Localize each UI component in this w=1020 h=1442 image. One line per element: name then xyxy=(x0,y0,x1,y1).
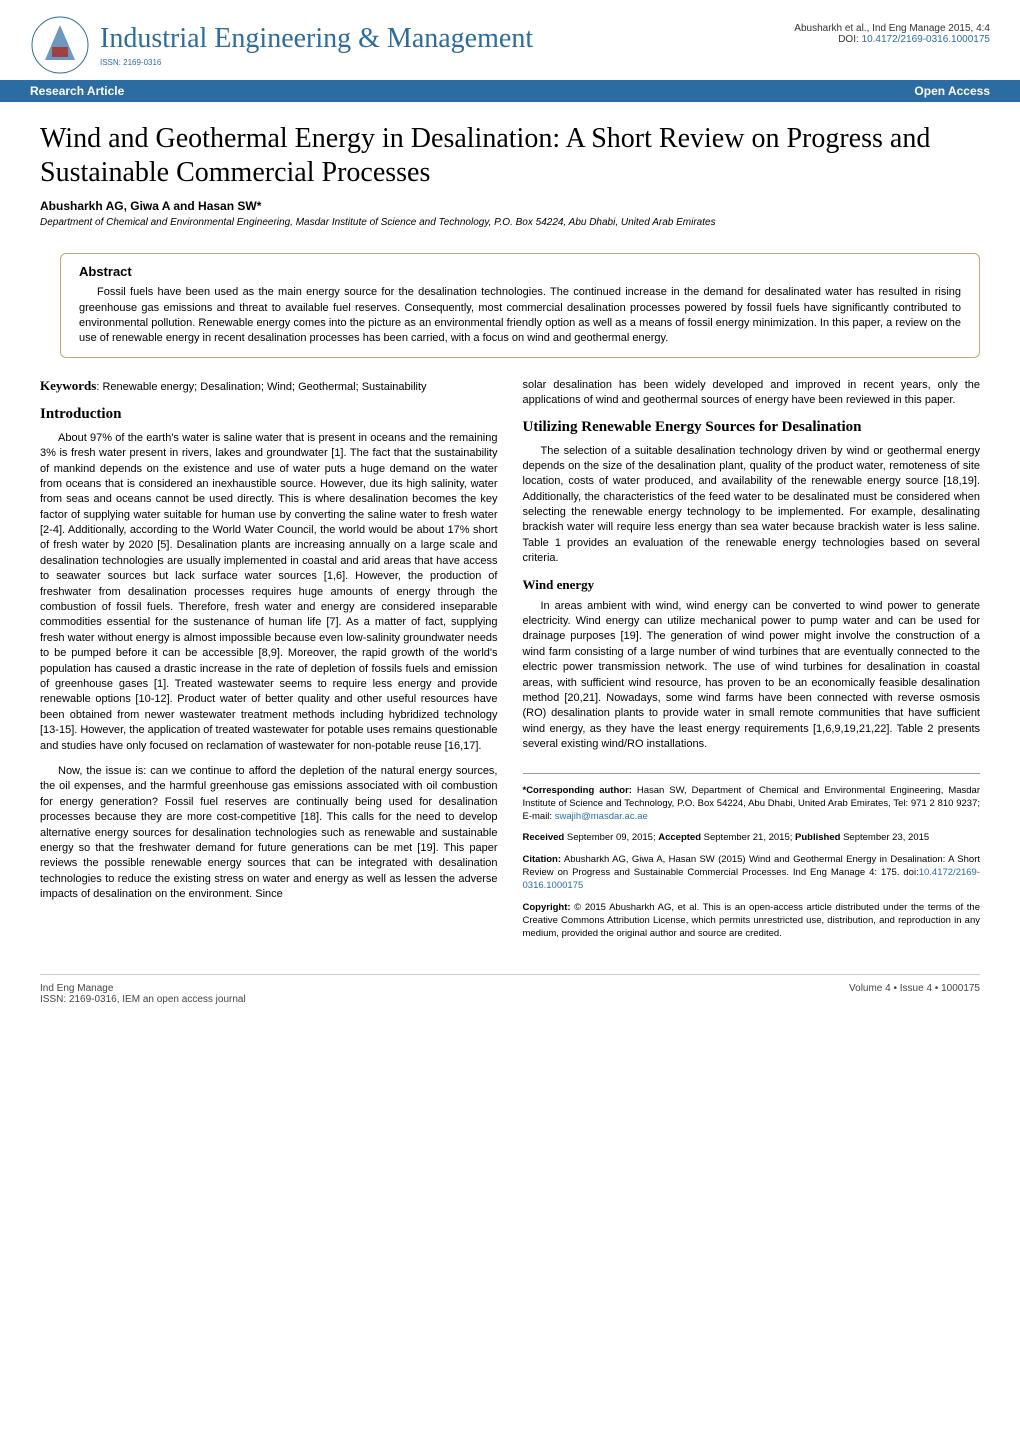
doi-link[interactable]: 10.4172/2169-0316.1000175 xyxy=(862,34,990,45)
utilizing-heading: Utilizing Renewable Energy Sources for D… xyxy=(523,419,981,436)
right-column: solar desalination has been widely devel… xyxy=(523,378,981,949)
footer-right: Volume 4 • Issue 4 • 1000175 xyxy=(849,983,980,1005)
footer-left-2: ISSN: 2169-0316, IEM an open access jour… xyxy=(40,994,246,1005)
intro-para-1: About 97% of the earth's water is saline… xyxy=(40,431,498,754)
intro-para-2: Now, the issue is: can we continue to af… xyxy=(40,764,498,903)
article-header: Wind and Geothermal Energy in Desalinati… xyxy=(0,102,1020,253)
authors: Abusharkh AG, Giwa A and Hasan SW* xyxy=(40,199,980,213)
issn-line: ISSN: 2169-0316 xyxy=(100,58,533,67)
copyright-block: Copyright: © 2015 Abusharkh AG, et al. T… xyxy=(523,901,981,941)
abstract-box: Abstract Fossil fuels have been used as … xyxy=(60,253,980,358)
intro-heading: Introduction xyxy=(40,406,498,423)
copyright-label: Copyright: xyxy=(523,902,571,913)
footer-left: Ind Eng Manage ISSN: 2169-0316, IEM an o… xyxy=(40,983,246,1005)
keywords-text: : Renewable energy; Desalination; Wind; … xyxy=(96,381,426,393)
header-right: Abusharkh et al., Ind Eng Manage 2015, 4… xyxy=(794,15,990,45)
body-two-column: Keywords: Renewable energy; Desalination… xyxy=(0,378,1020,949)
abstract-heading: Abstract xyxy=(79,264,961,279)
accepted-label: Accepted xyxy=(658,832,701,843)
accepted-date: September 21, 2015; xyxy=(701,832,795,843)
doi-label: DOI: xyxy=(838,34,861,45)
keywords-label: Keywords xyxy=(40,378,96,393)
left-column: Keywords: Renewable energy; Desalination… xyxy=(40,378,498,949)
article-title: Wind and Geothermal Energy in Desalinati… xyxy=(40,122,980,189)
corresponding-box: *Corresponding author: Hasan SW, Departm… xyxy=(523,773,981,941)
published-label: Published xyxy=(795,832,840,843)
col2-continuation: solar desalination has been widely devel… xyxy=(523,378,981,409)
page-header: Industrial Engineering & Management ISSN… xyxy=(0,0,1020,80)
citation-label: Citation: xyxy=(523,854,562,865)
citation-text: Abusharkh AG, Giwa A, Hasan SW (2015) Wi… xyxy=(523,854,981,878)
article-type-bar: Research Article Open Access xyxy=(0,80,1020,102)
abstract-text: Fossil fuels have been used as the main … xyxy=(79,285,961,347)
wind-para: In areas ambient with wind, wind energy … xyxy=(523,599,981,753)
corresponding-label: *Corresponding author: xyxy=(523,785,632,796)
affiliation: Department of Chemical and Environmental… xyxy=(40,217,980,228)
published-date: September 23, 2015 xyxy=(840,832,929,843)
header-left: Industrial Engineering & Management ISSN… xyxy=(30,15,533,75)
page-footer: Ind Eng Manage ISSN: 2169-0316, IEM an o… xyxy=(40,974,980,1025)
bar-left: Research Article xyxy=(30,84,124,98)
wind-heading: Wind energy xyxy=(523,577,981,593)
footer-left-1: Ind Eng Manage xyxy=(40,983,246,994)
corresponding-author: *Corresponding author: Hasan SW, Departm… xyxy=(523,784,981,824)
copyright-text: © 2015 Abusharkh AG, et al. This is an o… xyxy=(523,902,981,940)
keywords-line: Keywords: Renewable energy; Desalination… xyxy=(40,378,498,394)
received-date: September 09, 2015; xyxy=(564,832,658,843)
received-label: Received xyxy=(523,832,565,843)
journal-logo-icon xyxy=(30,15,90,75)
citation-top: Abusharkh et al., Ind Eng Manage 2015, 4… xyxy=(794,23,990,34)
dates-line: Received September 09, 2015; Accepted Se… xyxy=(523,831,981,844)
citation-block: Citation: Abusharkh AG, Giwa A, Hasan SW… xyxy=(523,853,981,893)
bar-right: Open Access xyxy=(914,84,990,98)
utilizing-para: The selection of a suitable desalination… xyxy=(523,444,981,567)
corresponding-email[interactable]: swajih@masdar.ac.ae xyxy=(555,811,648,822)
doi-line: DOI: 10.4172/2169-0316.1000175 xyxy=(794,34,990,45)
journal-title: Industrial Engineering & Management xyxy=(100,23,533,55)
